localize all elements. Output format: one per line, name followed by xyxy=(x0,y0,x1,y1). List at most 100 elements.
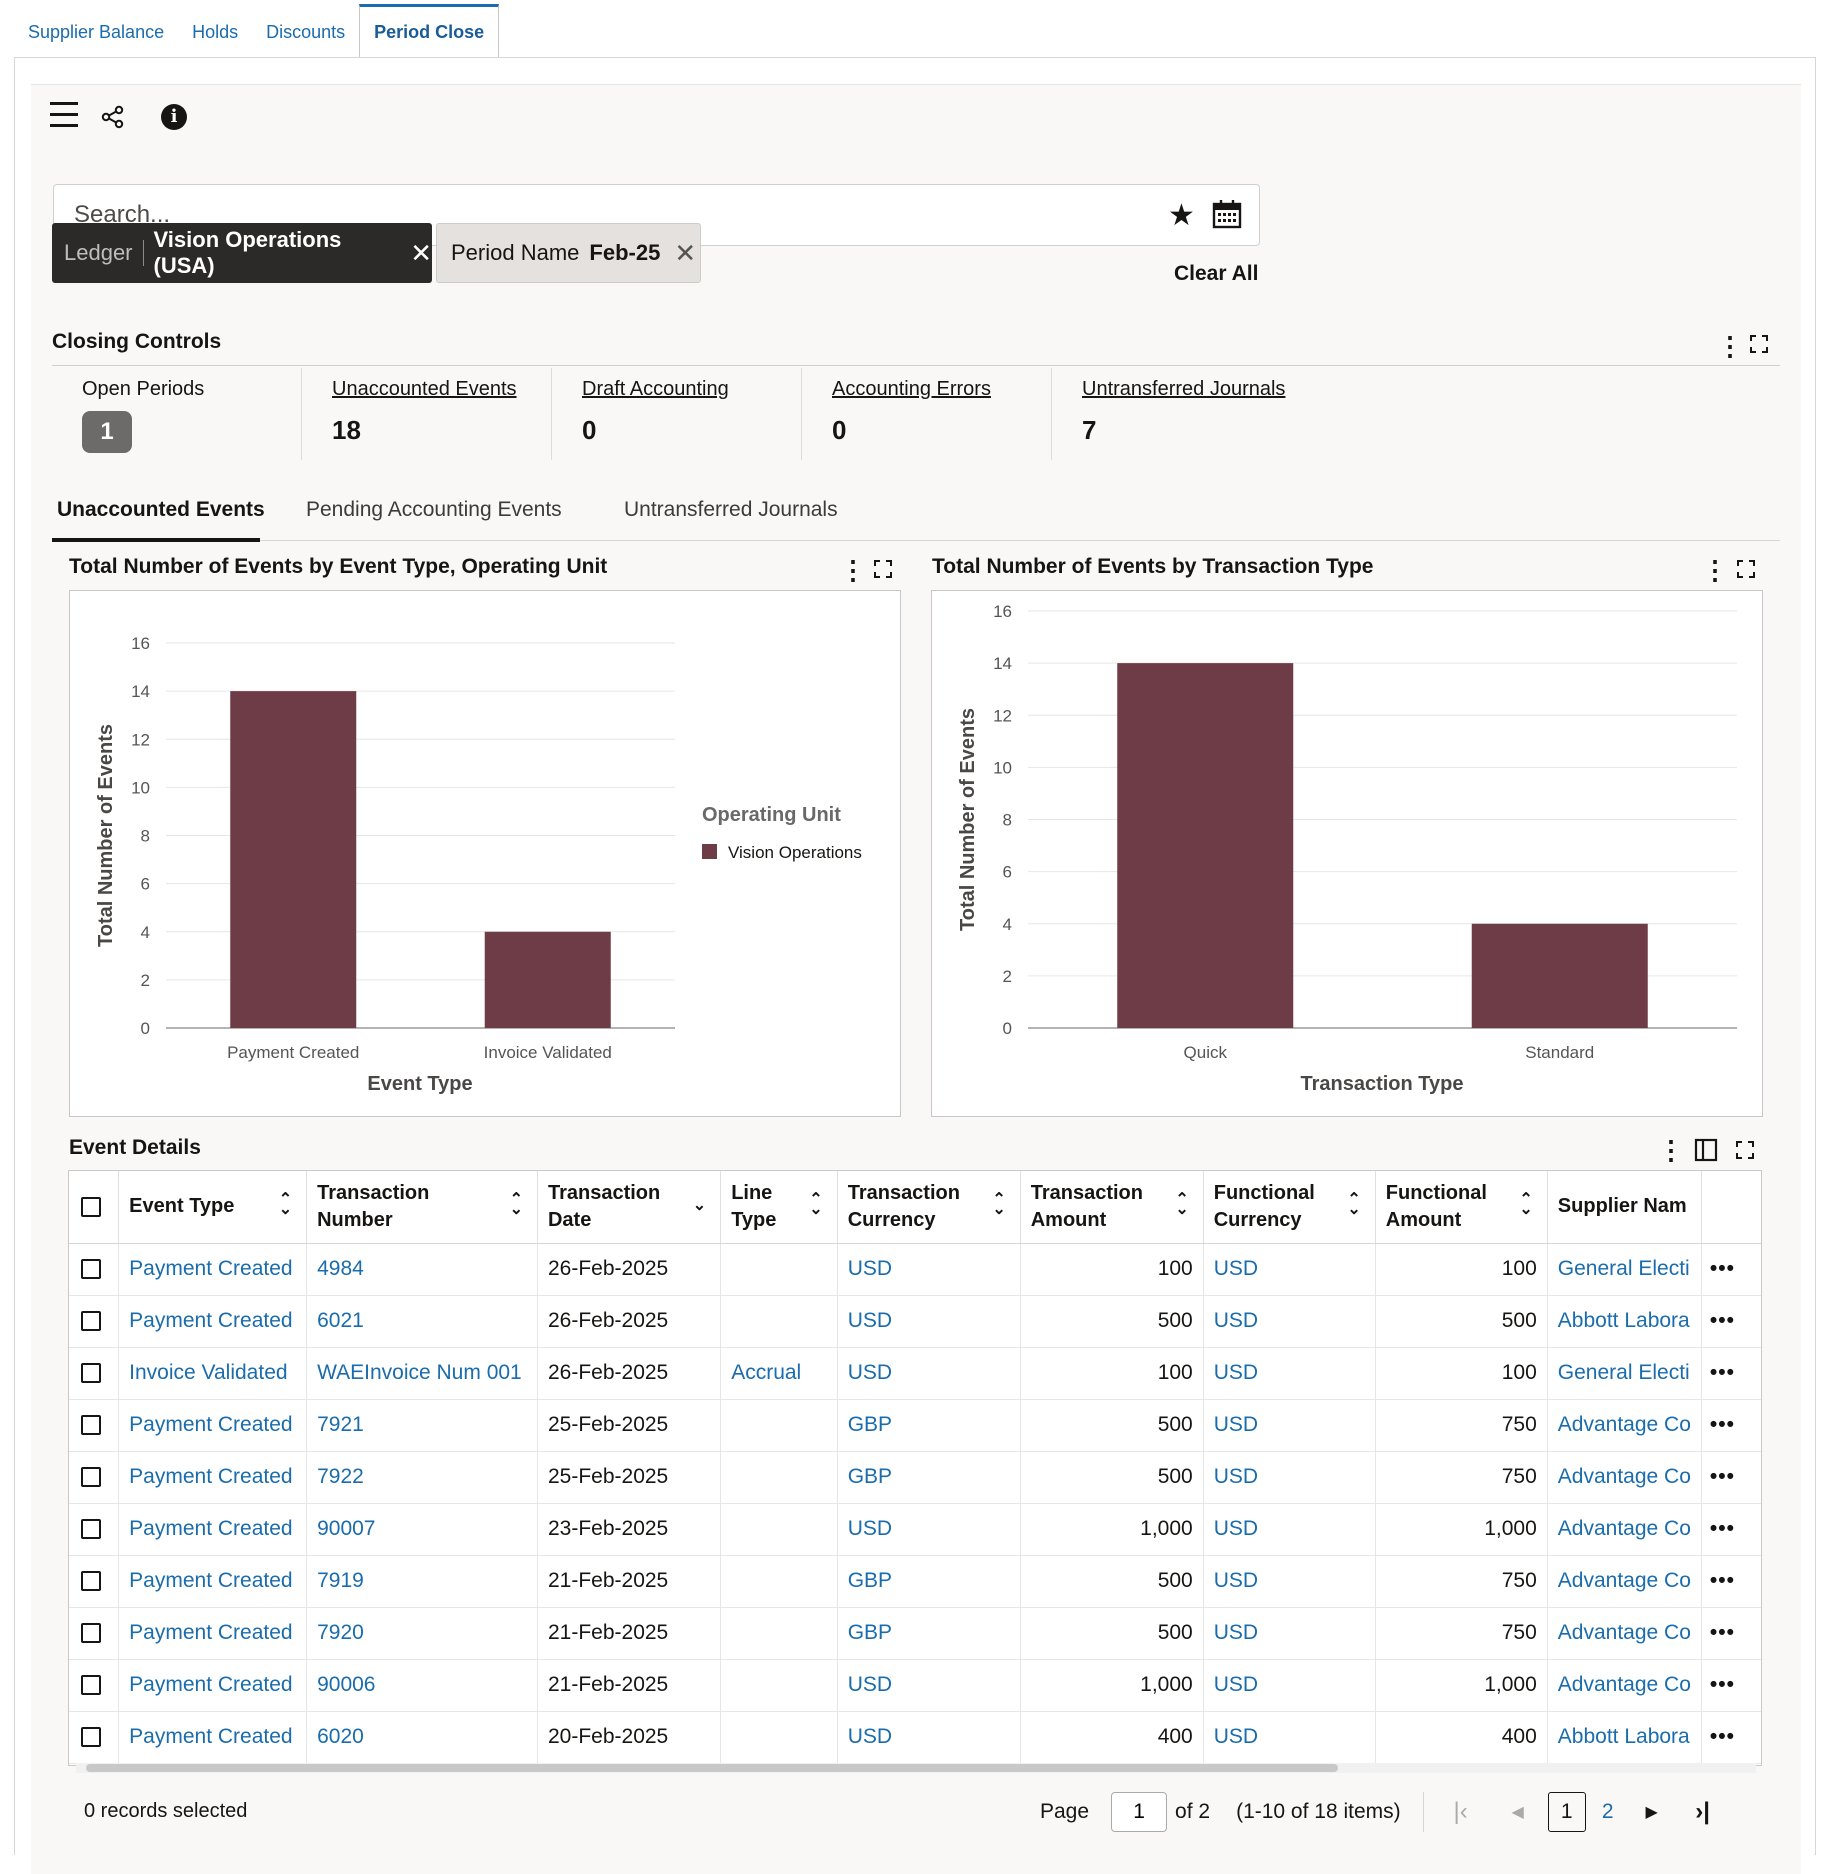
accounting-errors-link[interactable]: Accounting Errors xyxy=(832,378,991,400)
cell-transaction-currency-link[interactable]: USD xyxy=(837,1295,1021,1348)
unaccounted-events-link[interactable]: Unaccounted Events xyxy=(332,378,517,400)
table-row[interactable]: Payment Created 6020 20-Feb-2025 USD 400 USD 4… xyxy=(69,1711,1761,1764)
remove-ledger-filter-close-icon[interactable]: ✕ xyxy=(410,237,432,268)
row-actions-more-icon[interactable]: ••• xyxy=(1701,1347,1761,1400)
subtab-pending-accounting-events[interactable]: Pending Accounting Events xyxy=(306,498,562,521)
chart-transaction-type-expand-icon[interactable] xyxy=(1737,560,1755,578)
cell-functional-currency-link[interactable]: USD xyxy=(1203,1659,1376,1712)
cell-transaction-currency-link[interactable]: GBP xyxy=(837,1451,1021,1504)
row-checkbox[interactable] xyxy=(81,1363,101,1384)
row-checkbox[interactable] xyxy=(81,1727,101,1748)
sort-icon[interactable]: ⌃ ⌄ xyxy=(1347,1191,1361,1218)
col-header-transaction-currency[interactable]: Transaction Currency ⌃ ⌄ xyxy=(837,1171,1021,1244)
untransferred-journals-link[interactable]: Untransferred Journals xyxy=(1082,378,1286,400)
cell-line-type-link[interactable]: Accrual xyxy=(720,1347,838,1400)
tab-period-close[interactable]: Period Close xyxy=(359,4,500,58)
col-header-transaction-number[interactable]: Transaction Number ⌃ ⌄ xyxy=(306,1171,538,1244)
page-2-button[interactable]: 2 xyxy=(1601,1800,1614,1823)
row-checkbox[interactable] xyxy=(81,1623,101,1644)
cell-transaction-number-link[interactable]: 4984 xyxy=(306,1243,538,1296)
col-header-functional-amount[interactable]: Functional Amount ⌃ ⌄ xyxy=(1375,1171,1548,1244)
closing-controls-expand-icon[interactable] xyxy=(1750,335,1768,353)
remove-period-filter-close-icon[interactable]: ✕ xyxy=(674,237,697,268)
page-number-input[interactable] xyxy=(1111,1792,1168,1832)
table-row[interactable]: Payment Created 4984 26-Feb-2025 USD 100 USD 1… xyxy=(69,1243,1761,1296)
col-header-line-type[interactable]: Line Type ⌃ ⌄ xyxy=(720,1171,838,1244)
scrollbar-thumb[interactable] xyxy=(86,1764,1338,1772)
cell-supplier-name-link[interactable]: Abbott Labora xyxy=(1547,1295,1702,1348)
cell-functional-currency-link[interactable]: USD xyxy=(1203,1295,1376,1348)
cell-event-type-link[interactable]: Payment Created xyxy=(118,1399,308,1452)
row-checkbox[interactable] xyxy=(81,1519,101,1540)
horizontal-scrollbar[interactable] xyxy=(76,1763,1756,1773)
cell-transaction-number-link[interactable]: 6020 xyxy=(306,1711,538,1764)
cell-event-type-link[interactable]: Payment Created xyxy=(118,1555,308,1608)
cell-transaction-number-link[interactable]: WAEInvoice Num 001 xyxy=(306,1347,538,1400)
cell-transaction-currency-link[interactable]: USD xyxy=(837,1503,1021,1556)
cell-event-type-link[interactable]: Payment Created xyxy=(118,1607,308,1660)
closing-controls-more-icon[interactable]: ⋮ xyxy=(1717,331,1743,361)
sort-descending-icon[interactable]: ⌄ xyxy=(692,1197,707,1214)
cell-transaction-number-link[interactable]: 6021 xyxy=(306,1295,538,1348)
cell-functional-currency-link[interactable]: USD xyxy=(1203,1555,1376,1608)
event-details-expand-icon[interactable] xyxy=(1736,1141,1754,1159)
tab-discounts[interactable]: Discounts xyxy=(266,21,346,42)
row-actions-more-icon[interactable]: ••• xyxy=(1701,1295,1761,1348)
row-checkbox[interactable] xyxy=(81,1415,101,1436)
page-1-button[interactable]: 1 xyxy=(1547,1792,1586,1832)
cell-functional-currency-link[interactable]: USD xyxy=(1203,1399,1376,1452)
cell-functional-currency-link[interactable]: USD xyxy=(1203,1451,1376,1504)
col-header-supplier-name[interactable]: Supplier Nam xyxy=(1547,1171,1702,1244)
clear-all-button[interactable]: Clear All xyxy=(1174,262,1259,285)
cell-transaction-number-link[interactable]: 7922 xyxy=(306,1451,538,1504)
sort-icon[interactable]: ⌃ ⌄ xyxy=(509,1191,523,1218)
event-details-more-icon[interactable]: ⋮ xyxy=(1658,1135,1684,1165)
table-row[interactable]: Payment Created 6021 26-Feb-2025 USD 500 USD 5… xyxy=(69,1295,1761,1348)
cell-event-type-link[interactable]: Payment Created xyxy=(118,1295,308,1348)
cell-event-type-link[interactable]: Payment Created xyxy=(118,1243,308,1296)
table-row[interactable]: Payment Created 7920 21-Feb-2025 GBP 500 USD 7… xyxy=(69,1607,1761,1660)
sort-icon[interactable]: ⌃ ⌄ xyxy=(992,1191,1006,1218)
favorite-star-icon[interactable]: ★ xyxy=(1168,199,1195,232)
row-actions-more-icon[interactable]: ••• xyxy=(1701,1555,1761,1608)
row-checkbox[interactable] xyxy=(81,1259,101,1280)
cell-transaction-currency-link[interactable]: GBP xyxy=(837,1399,1021,1452)
cell-functional-currency-link[interactable]: USD xyxy=(1203,1243,1376,1296)
sort-icon[interactable]: ⌃ ⌄ xyxy=(278,1191,293,1218)
period-filter-chip[interactable]: Period Name Feb-25 ✕ xyxy=(436,223,701,283)
info-icon[interactable]: i xyxy=(161,104,187,130)
tab-holds[interactable]: Holds xyxy=(192,21,239,42)
row-checkbox[interactable] xyxy=(81,1467,101,1488)
cell-event-type-link[interactable]: Payment Created xyxy=(118,1659,308,1712)
sort-icon[interactable]: ⌃ ⌄ xyxy=(1519,1191,1533,1218)
row-actions-more-icon[interactable]: ••• xyxy=(1701,1451,1761,1504)
draft-accounting-metric[interactable]: Draft Accounting 0 xyxy=(582,368,729,460)
col-header-transaction-date[interactable]: Transaction Date ⌄ xyxy=(537,1171,722,1244)
cell-transaction-currency-link[interactable]: GBP xyxy=(837,1607,1021,1660)
chart-transaction-type-more-icon[interactable]: ⋮ xyxy=(1702,555,1728,585)
cell-event-type-link[interactable]: Invoice Validated xyxy=(118,1347,308,1400)
cell-transaction-currency-link[interactable]: USD xyxy=(837,1711,1021,1764)
cell-supplier-name-link[interactable]: Advantage Co xyxy=(1547,1555,1702,1608)
cell-event-type-link[interactable]: Payment Created xyxy=(118,1503,308,1556)
cell-transaction-number-link[interactable]: 7920 xyxy=(306,1607,538,1660)
calendar-icon[interactable] xyxy=(1212,199,1242,229)
row-checkbox[interactable] xyxy=(81,1571,101,1592)
untransferred-journals-metric[interactable]: Untransferred Journals 7 xyxy=(1082,368,1285,460)
tab-supplier-balance[interactable]: Supplier Balance xyxy=(28,21,165,42)
subtab-unaccounted-events[interactable]: Unaccounted Events xyxy=(57,498,265,521)
cell-transaction-number-link[interactable]: 90006 xyxy=(306,1659,538,1712)
col-header-functional-currency[interactable]: Functional Currency ⌃ ⌄ xyxy=(1203,1171,1376,1244)
cell-supplier-name-link[interactable]: Advantage Co xyxy=(1547,1451,1702,1504)
hamburger-menu-icon[interactable] xyxy=(50,102,78,130)
cell-transaction-number-link[interactable]: 7919 xyxy=(306,1555,538,1608)
cell-supplier-name-link[interactable]: General Electi xyxy=(1547,1243,1702,1296)
cell-transaction-currency-link[interactable]: USD xyxy=(837,1659,1021,1712)
cell-event-type-link[interactable]: Payment Created xyxy=(118,1711,308,1764)
cell-supplier-name-link[interactable]: Advantage Co xyxy=(1547,1659,1702,1712)
cell-transaction-number-link[interactable]: 7921 xyxy=(306,1399,538,1452)
cell-supplier-name-link[interactable]: Abbott Labora xyxy=(1547,1711,1702,1764)
cell-supplier-name-link[interactable]: Advantage Co xyxy=(1547,1399,1702,1452)
row-actions-more-icon[interactable]: ••• xyxy=(1701,1711,1761,1764)
row-actions-more-icon[interactable]: ••• xyxy=(1701,1659,1761,1712)
